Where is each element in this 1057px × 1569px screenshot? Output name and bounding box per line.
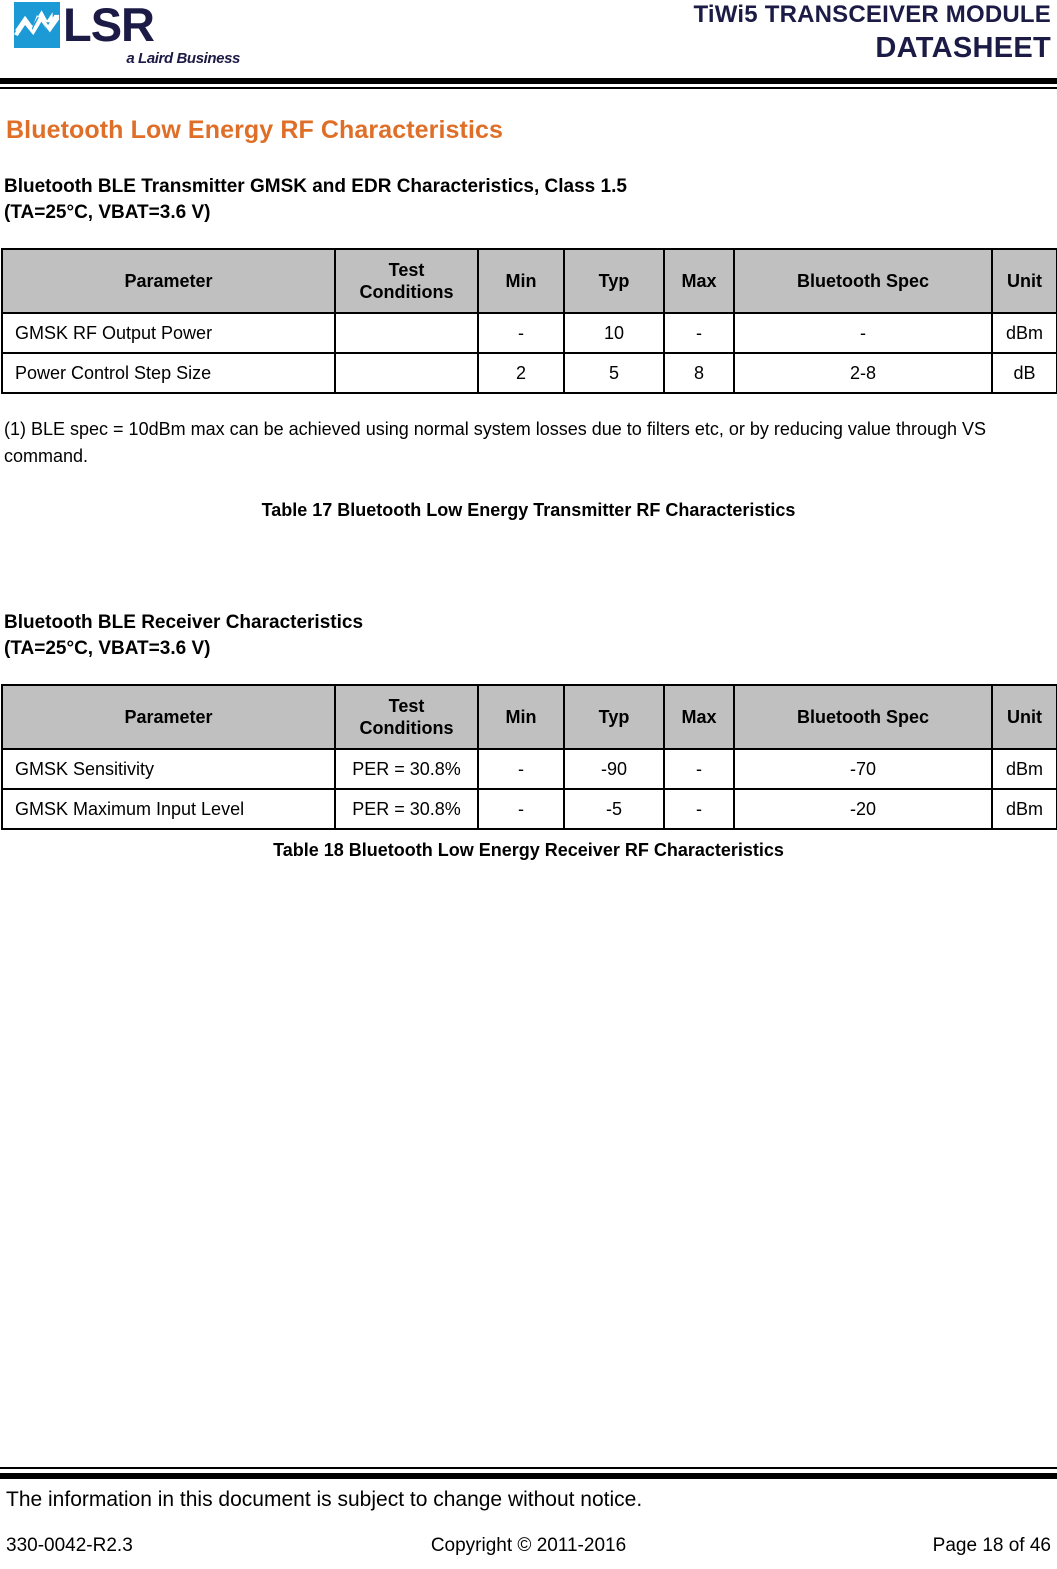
table-row: GMSK Sensitivity PER = 30.8% - -90 - -70… [1,748,1057,790]
table-17-caption: Table 17 Bluetooth Low Energy Transmitte… [261,500,796,520]
column-header-unit: Unit [991,248,1057,314]
footer-document-number: 330-0042-R2.3 [6,1535,133,1556]
cell-max: - [663,788,735,830]
section-spacer [0,521,1057,581]
receiver-subheading-line1: Bluetooth BLE Receiver Characteristics [4,612,364,633]
transmitter-subheading-line1: Bluetooth BLE Transmitter GMSK and EDR C… [4,176,627,197]
table-header-row: Parameter Test Conditions Min Typ Max Bl… [1,248,1057,314]
cell-parameter: Power Control Step Size [1,352,336,394]
logo-wordmark: LSR [63,0,155,51]
cell-typ: 10 [563,312,665,354]
column-header-test-conditions-line1: Test [388,696,425,716]
column-header-unit: Unit [991,684,1057,750]
column-header-max: Max [663,248,735,314]
cell-min: - [477,788,565,830]
cell-bluetooth-spec: 2-8 [733,352,993,394]
receiver-subheading: Bluetooth BLE Receiver Characteristics (… [4,581,1057,662]
table-18-caption: Table 18 Bluetooth Low Energy Receiver R… [273,840,784,860]
column-header-bluetooth-spec: Bluetooth Spec [733,248,993,314]
cell-test-conditions [334,352,479,394]
cell-unit: dBm [991,788,1057,830]
logo-tagline: a Laird Business [126,50,240,67]
header-document-type: DATASHEET [875,32,1051,64]
header-rule-thin [0,87,1057,89]
cell-parameter: GMSK RF Output Power [1,312,336,354]
column-header-parameter: Parameter [1,684,336,750]
cell-unit: dBm [991,312,1057,354]
cell-bluetooth-spec: -70 [733,748,993,790]
lsr-logo: LSR a Laird Business [14,0,304,74]
column-header-max: Max [663,684,735,750]
footer-page-number: Page 18 of 46 [932,1535,1051,1556]
transmitter-subheading: Bluetooth BLE Transmitter GMSK and EDR C… [4,145,1057,226]
transmitter-subheading-line2: (TA=25°C, VBAT=3.6 V) [4,202,211,223]
column-header-min: Min [477,684,565,750]
column-header-test-conditions: Test Conditions [334,684,479,750]
cell-min: - [477,748,565,790]
table-header-row: Parameter Test Conditions Min Typ Max Bl… [1,684,1057,750]
cell-bluetooth-spec: - [733,312,993,354]
page-header: LSR a Laird Business TiWi5 TRANSCEIVER M… [0,0,1057,100]
cell-typ: -90 [563,748,665,790]
cell-min: - [477,312,565,354]
table-row: Power Control Step Size 2 5 8 2-8 dB [1,352,1057,394]
cell-bluetooth-spec: -20 [733,788,993,830]
cell-max: 8 [663,352,735,394]
transmitter-footnote: (1) BLE spec = 10dBm max can be achieved… [4,419,987,466]
column-header-test-conditions-line2: Conditions [359,718,454,738]
cell-max: - [663,748,735,790]
header-title-block: TiWi5 TRANSCEIVER MODULE DATASHEET [694,0,1052,66]
column-header-min: Min [477,248,565,314]
cell-unit: dB [991,352,1057,394]
footer-rule-thick [0,1473,1057,1479]
column-header-typ: Typ [563,684,665,750]
cell-test-conditions: PER = 30.8% [334,748,479,790]
cell-test-conditions [334,312,479,354]
page-footer: The information in this document is subj… [0,1447,1057,1569]
footer-rule-thin [0,1467,1057,1469]
cell-parameter: GMSK Sensitivity [1,748,336,790]
receiver-subheading-line2: (TA=25°C, VBAT=3.6 V) [4,638,211,659]
transmitter-spec-table: Parameter Test Conditions Min Typ Max Bl… [1,248,1057,394]
column-header-test-conditions: Test Conditions [334,248,479,314]
header-rule-thick [0,78,1057,84]
cell-unit: dBm [991,748,1057,790]
column-header-bluetooth-spec: Bluetooth Spec [733,684,993,750]
column-header-parameter: Parameter [1,248,336,314]
column-header-test-conditions-line1: Test [388,260,425,280]
section-heading: Bluetooth Low Energy RF Characteristics [6,116,504,144]
page-content: Bluetooth Low Energy RF Characteristics … [0,104,1057,861]
footer-copyright: Copyright © 2011-2016 [430,1535,627,1556]
footer-notice: The information in this document is subj… [6,1488,643,1511]
cell-min: 2 [477,352,565,394]
cell-typ: -5 [563,788,665,830]
cell-parameter: GMSK Maximum Input Level [1,788,336,830]
lsr-logo-mark-icon [14,2,60,48]
cell-typ: 5 [563,352,665,394]
cell-test-conditions: PER = 30.8% [334,788,479,830]
receiver-spec-table: Parameter Test Conditions Min Typ Max Bl… [1,684,1057,830]
table-row: GMSK RF Output Power - 10 - - dBm [1,312,1057,354]
column-header-test-conditions-line2: Conditions [359,282,454,302]
table-row: GMSK Maximum Input Level PER = 30.8% - -… [1,788,1057,830]
header-product-title: TiWi5 TRANSCEIVER MODULE [693,1,1051,28]
column-header-typ: Typ [563,248,665,314]
cell-max: - [663,312,735,354]
